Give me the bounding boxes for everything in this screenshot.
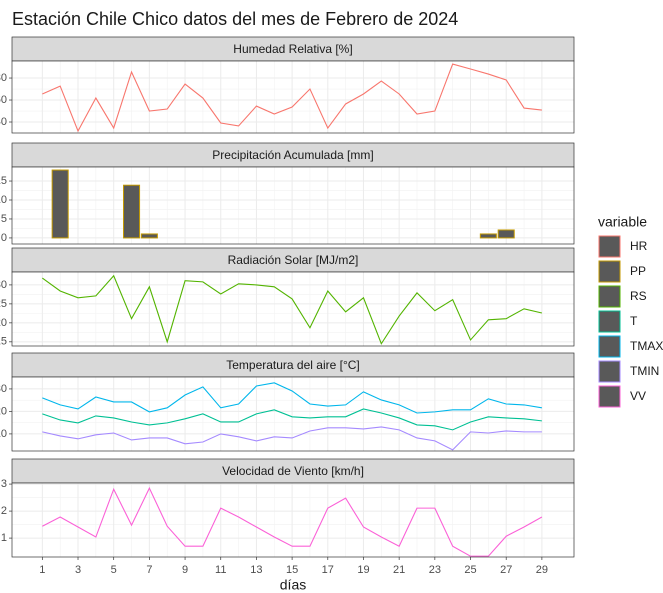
bar <box>123 184 141 239</box>
y-tick-label: 5 <box>1 213 7 225</box>
y-tick-label: 20 <box>0 317 7 329</box>
panel <box>12 272 574 346</box>
panel-border <box>11 271 575 347</box>
bar <box>140 233 158 239</box>
bar <box>51 169 69 239</box>
y-tick-label: 10 <box>0 428 7 440</box>
y-tick-label: 30 <box>0 279 7 291</box>
panel-border <box>11 166 575 245</box>
legend-label: HR <box>630 239 648 253</box>
line <box>42 408 542 431</box>
y-tick-label: 25 <box>0 298 7 310</box>
strip-label: Radiación Solar [MJ/m2] <box>228 253 359 267</box>
line <box>42 486 543 557</box>
legend-label: TMIN <box>630 364 659 378</box>
strip <box>11 247 575 273</box>
y-tick-label: 20 <box>0 405 7 417</box>
x-tick-label: 11 <box>215 564 226 576</box>
panel <box>12 61 574 133</box>
legend-label: T <box>630 314 638 328</box>
strip-label: Precipitación Acumulada [mm] <box>212 148 373 162</box>
legend-key <box>598 360 621 383</box>
panel <box>12 483 574 557</box>
x-tick-label: 7 <box>146 564 152 576</box>
x-tick-label: 23 <box>429 564 441 576</box>
bar <box>479 233 497 239</box>
strip-label: Temperatura del aire [°C] <box>226 358 360 372</box>
y-tick-label: 40 <box>0 116 7 128</box>
x-tick-label: 21 <box>393 564 405 576</box>
x-tick-label: 5 <box>111 564 117 576</box>
y-tick-label: 2 <box>1 505 7 517</box>
panel-border <box>11 60 575 134</box>
line <box>42 426 542 451</box>
line <box>42 274 543 345</box>
legend-label: RS <box>630 289 647 303</box>
legend-key <box>598 385 621 408</box>
x-tick-label: 29 <box>536 564 548 576</box>
x-tick-label: 19 <box>357 564 369 576</box>
legend-title: variable <box>598 214 647 230</box>
y-tick-label: 30 <box>0 383 7 395</box>
panel <box>12 377 574 451</box>
line <box>42 63 542 133</box>
x-tick-label: 13 <box>250 564 262 576</box>
legend-label: TMAX <box>630 339 663 353</box>
x-axis-title: días <box>280 577 306 593</box>
legend-key <box>598 310 621 333</box>
x-tick-label: 25 <box>464 564 476 576</box>
bar <box>497 229 515 239</box>
x-tick-label: 1 <box>39 564 45 576</box>
panel-border <box>11 482 575 558</box>
y-tick-label: 1 <box>1 532 7 544</box>
y-tick-label: 3 <box>1 478 7 490</box>
strip <box>11 142 575 168</box>
line <box>42 382 542 414</box>
x-tick-label: 9 <box>182 564 188 576</box>
x-tick-label: 3 <box>75 564 81 576</box>
y-tick-label: 15 <box>0 175 7 187</box>
legend-key <box>598 260 621 283</box>
y-tick-label: 10 <box>0 194 7 206</box>
legend-key <box>598 235 621 258</box>
panel-border <box>11 376 575 452</box>
chart-title: Estación Chile Chico datos del mes de Fe… <box>12 9 458 29</box>
strip <box>11 352 575 378</box>
legend-key <box>598 335 621 358</box>
strip <box>11 458 575 484</box>
legend-label: PP <box>630 264 646 278</box>
legend-key <box>598 285 621 308</box>
x-tick-label: 27 <box>500 564 512 576</box>
strip-label: Velocidad de Viento [km/h] <box>222 464 364 478</box>
panel <box>12 167 574 244</box>
y-tick-label: 80 <box>0 72 7 84</box>
strip <box>11 36 575 62</box>
legend-label: VV <box>630 389 646 403</box>
y-tick-label: 60 <box>0 94 7 106</box>
strip-label: Humedad Relativa [%] <box>233 42 352 56</box>
y-tick-label: 15 <box>0 336 7 348</box>
x-tick-label: 17 <box>322 564 334 576</box>
y-tick-label: 0 <box>1 232 7 244</box>
x-tick-label: 15 <box>286 564 298 576</box>
